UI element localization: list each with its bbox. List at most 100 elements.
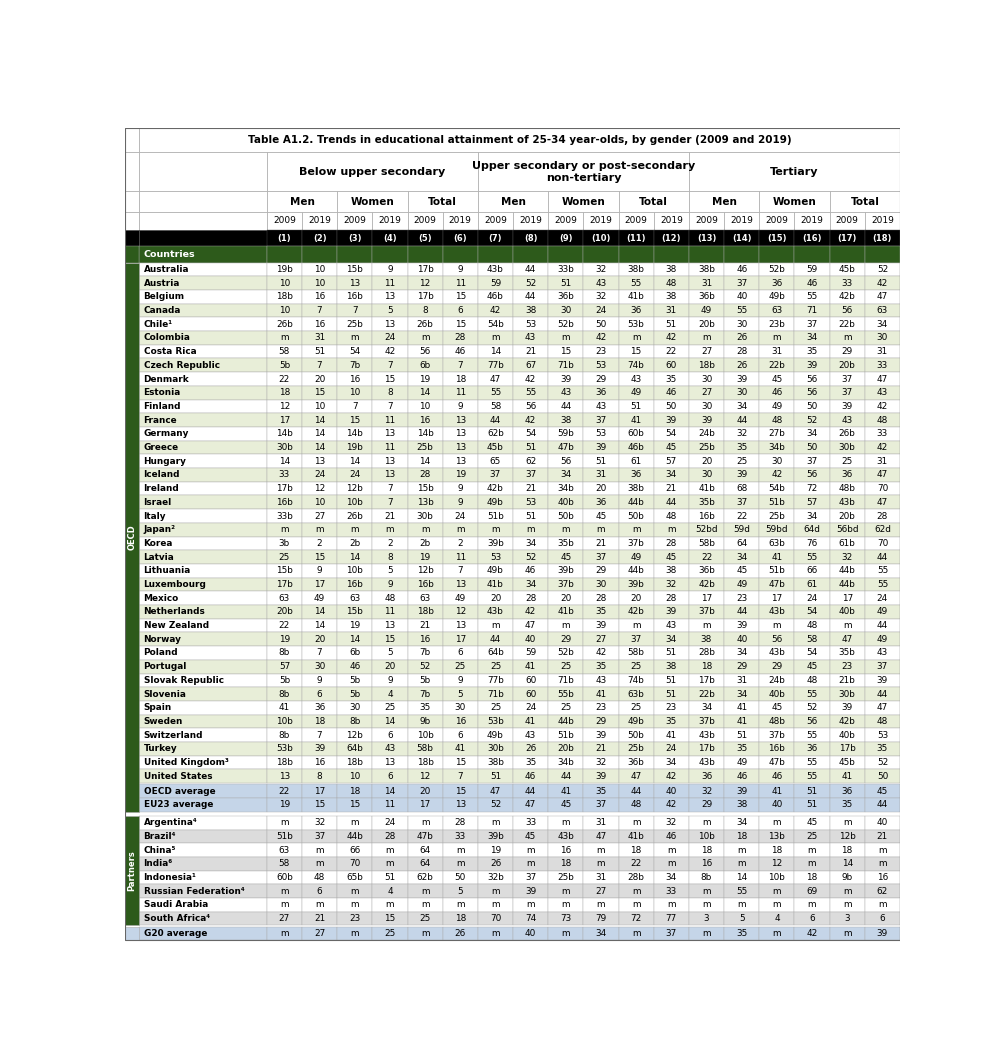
- Bar: [548, 331, 583, 344]
- Bar: [267, 843, 302, 857]
- Bar: [513, 344, 548, 358]
- Bar: [654, 247, 689, 263]
- Text: 28b: 28b: [698, 648, 715, 658]
- Bar: [372, 770, 408, 783]
- Text: 27: 27: [701, 388, 712, 398]
- Text: 30: 30: [701, 471, 712, 479]
- Bar: [724, 414, 759, 427]
- Text: 35: 35: [595, 662, 607, 671]
- Bar: [689, 912, 724, 926]
- Bar: [267, 331, 302, 344]
- Bar: [548, 523, 583, 537]
- Text: 16: 16: [419, 416, 431, 424]
- Text: 53: 53: [595, 360, 607, 370]
- Bar: [724, 276, 759, 290]
- Text: 50: 50: [666, 402, 677, 411]
- Bar: [689, 454, 724, 468]
- Text: 32: 32: [595, 292, 607, 301]
- Bar: [548, 927, 583, 941]
- Bar: [302, 290, 337, 304]
- Text: 45b: 45b: [487, 443, 504, 452]
- Bar: [689, 857, 724, 871]
- Bar: [513, 427, 548, 441]
- Text: 43: 43: [877, 648, 888, 658]
- Text: (10): (10): [591, 234, 611, 242]
- Bar: [372, 912, 408, 926]
- Bar: [724, 591, 759, 605]
- Bar: [689, 318, 724, 331]
- Text: 49: 49: [877, 607, 888, 617]
- Bar: [830, 674, 865, 687]
- Bar: [548, 829, 583, 843]
- Text: 32: 32: [595, 758, 607, 767]
- Text: 60: 60: [666, 360, 677, 370]
- Text: (8): (8): [524, 234, 537, 242]
- Bar: [794, 927, 830, 941]
- Text: 51b: 51b: [768, 567, 785, 575]
- Text: 55: 55: [806, 758, 818, 767]
- Bar: [267, 495, 302, 509]
- Text: m: m: [878, 900, 887, 909]
- Text: 47b: 47b: [768, 758, 785, 767]
- Bar: [759, 927, 794, 941]
- Bar: [337, 290, 372, 304]
- Text: 39b: 39b: [487, 832, 504, 841]
- Text: 44: 44: [736, 416, 747, 424]
- Text: 50b: 50b: [628, 730, 645, 740]
- Text: 28: 28: [595, 594, 607, 603]
- Bar: [724, 632, 759, 646]
- Text: (13): (13): [697, 234, 716, 242]
- Bar: [759, 372, 794, 386]
- Bar: [865, 564, 900, 577]
- Bar: [865, 714, 900, 728]
- Text: 19: 19: [490, 845, 501, 855]
- Bar: [302, 482, 337, 495]
- Text: 48: 48: [806, 676, 818, 685]
- Text: 27: 27: [314, 929, 325, 938]
- Bar: [337, 646, 372, 660]
- Text: 18: 18: [349, 787, 360, 796]
- Text: m: m: [702, 887, 711, 896]
- Text: 2019: 2019: [660, 217, 683, 225]
- Bar: [583, 537, 619, 551]
- Bar: [724, 660, 759, 674]
- Text: Total: Total: [428, 197, 457, 206]
- Text: 49b: 49b: [487, 567, 504, 575]
- Bar: [619, 386, 654, 400]
- Text: 13: 13: [384, 292, 396, 301]
- Text: 30: 30: [701, 402, 712, 411]
- Text: 25b: 25b: [417, 443, 434, 452]
- Text: 47: 47: [877, 374, 888, 384]
- Bar: [865, 912, 900, 926]
- Bar: [478, 898, 513, 912]
- Text: 21: 21: [595, 539, 607, 547]
- Text: 43: 43: [384, 744, 396, 754]
- Text: 12: 12: [279, 402, 290, 411]
- Bar: [583, 400, 619, 414]
- Bar: [759, 660, 794, 674]
- Text: 22: 22: [279, 621, 290, 630]
- Text: 13: 13: [455, 621, 466, 630]
- Bar: [583, 660, 619, 674]
- Text: 74b: 74b: [628, 360, 645, 370]
- Text: 9: 9: [317, 676, 322, 685]
- Text: 28: 28: [666, 594, 677, 603]
- Bar: [302, 784, 337, 798]
- Bar: [548, 230, 583, 247]
- Text: m: m: [702, 929, 711, 938]
- Text: 55: 55: [806, 553, 818, 561]
- Text: 2019: 2019: [449, 217, 472, 225]
- Bar: [619, 191, 689, 212]
- Bar: [654, 815, 689, 829]
- Bar: [654, 660, 689, 674]
- Bar: [830, 927, 865, 941]
- Text: 34: 34: [701, 704, 712, 712]
- Bar: [794, 646, 830, 660]
- Bar: [443, 495, 478, 509]
- Bar: [302, 414, 337, 427]
- Text: 45: 45: [771, 374, 783, 384]
- Text: 34b: 34b: [557, 758, 574, 767]
- Bar: [865, 290, 900, 304]
- Text: 50: 50: [806, 402, 818, 411]
- Text: 10: 10: [279, 279, 290, 288]
